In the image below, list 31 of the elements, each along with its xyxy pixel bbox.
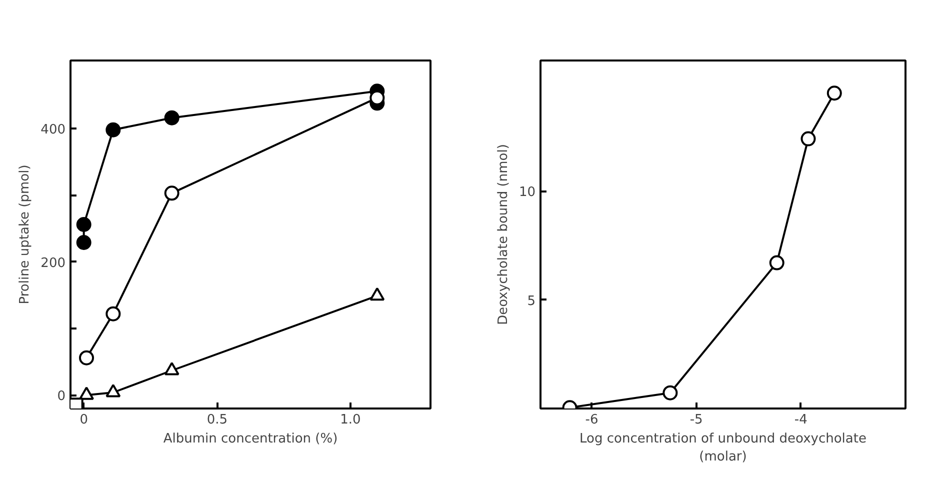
y-tick-label: 400 (40, 122, 66, 138)
x-tick-label: 0.5 (206, 412, 228, 428)
y-axis-title: Deoxycholate bound (nmol) (496, 144, 511, 325)
point (370, 287, 385, 301)
point (826, 86, 842, 101)
y-tick-label: 5 (527, 294, 536, 309)
point (800, 131, 816, 146)
x-axis-title: Log concentration of unbound deoxycholate (molar) (580, 432, 866, 464)
point (76, 235, 92, 250)
x-axis-title: Albumin concentration (%) (163, 432, 338, 446)
point (106, 384, 121, 398)
y-tick-label: 0 (57, 389, 66, 404)
point (106, 306, 121, 322)
point (164, 186, 180, 201)
point (79, 350, 94, 366)
point (164, 110, 180, 126)
y-tick-label: 200 (40, 256, 66, 271)
x-tick-label: -5 (690, 412, 703, 428)
x-tick-label: 1.0 (340, 412, 361, 428)
point (769, 255, 784, 270)
x-tick-label: -6 (585, 412, 598, 428)
point (106, 122, 121, 138)
point (164, 362, 180, 376)
point (662, 385, 678, 400)
point (370, 90, 385, 106)
x-tick-label: 0 (80, 412, 88, 428)
point (79, 386, 94, 400)
x-tick-label: -4 (794, 412, 808, 428)
y-tick-label: 10 (518, 185, 536, 200)
y-axis-title: Proline uptake (pmol) (18, 164, 33, 304)
point (76, 217, 92, 232)
